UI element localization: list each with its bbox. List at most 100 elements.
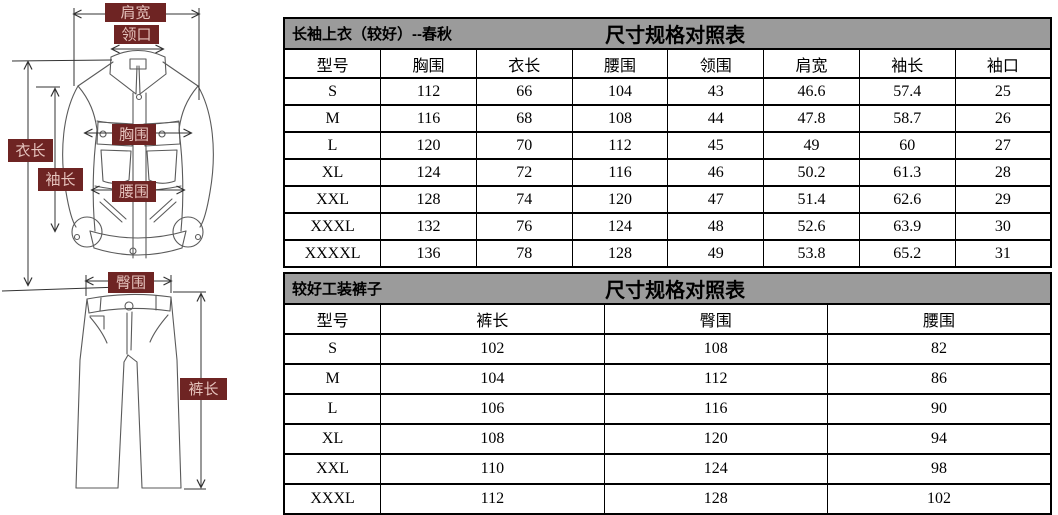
measurement-value-cell: 49 <box>763 131 860 160</box>
measurement-value-cell: 48 <box>667 212 765 241</box>
column-header: 胸围 <box>380 48 477 79</box>
measurement-value-cell: 57.4 <box>858 77 956 106</box>
measurement-value-cell: 70 <box>475 131 573 160</box>
size-model-cell: XL <box>283 423 382 455</box>
measurement-value-cell: 68 <box>475 104 573 133</box>
measurement-value-cell: 78 <box>475 239 573 268</box>
measurement-value-cell: 102 <box>827 483 1052 515</box>
diagram-labels: 肩宽 领口 衣长 袖长 胸围 腰围 臀围 裤长 <box>8 3 227 400</box>
measurement-value-cell: 108 <box>571 104 669 133</box>
size-tables-area: 长袖上衣（较好）--春秋 尺寸规格对照表 型号 胸围 衣长 腰围 领围 肩宽 袖长 袖口 S 11… <box>283 17 1052 515</box>
measurement-arrows <box>1 8 206 490</box>
measurement-value-cell: 44 <box>667 104 765 133</box>
label-jacket-length: 衣长 <box>8 139 53 162</box>
column-header: 腰围 <box>827 303 1052 335</box>
column-header: 袖口 <box>954 48 1052 79</box>
column-header: 型号 <box>283 303 382 335</box>
table-row: M 104 112 86 <box>283 363 1052 395</box>
waist-label: 腰围 <box>119 184 149 201</box>
collar-label: 领口 <box>121 27 151 44</box>
measurement-value-cell: 60 <box>858 131 956 160</box>
measurement-value-cell: 90 <box>827 393 1052 425</box>
measurement-value-cell: 46.6 <box>763 77 860 106</box>
size-model-cell: S <box>283 77 382 106</box>
measurement-value-cell: 124 <box>380 158 477 187</box>
measurement-value-cell: 25 <box>954 77 1052 106</box>
pants-drawing <box>75 293 182 489</box>
pants-table-header-band: 较好工装裤子 尺寸规格对照表 <box>283 272 1052 303</box>
size-model-cell: M <box>283 363 382 395</box>
table-row: XXXXL 136 78 128 49 53.8 65.2 31 <box>283 239 1052 268</box>
measurement-value-cell: 28 <box>954 158 1052 187</box>
jacket-size-table: 型号 胸围 衣长 腰围 领围 肩宽 袖长 袖口 S 112 66 104 43 46.6 57.4 25 M 11… <box>283 48 1052 268</box>
measurement-value-cell: 30 <box>954 212 1052 241</box>
size-model-cell: XXL <box>283 185 382 214</box>
label-waist: 腰围 <box>112 181 156 202</box>
measurement-value-cell: 74 <box>475 185 573 214</box>
size-model-cell: XXL <box>283 453 382 485</box>
measurement-value-cell: 98 <box>827 453 1052 485</box>
measurement-value-cell: 104 <box>380 363 605 395</box>
measurement-value-cell: 62.6 <box>858 185 956 214</box>
measurement-value-cell: 47.8 <box>763 104 860 133</box>
label-sleeve-length: 袖长 <box>38 168 83 191</box>
pants-length-label: 裤长 <box>188 381 218 398</box>
measurement-value-cell: 128 <box>603 483 829 515</box>
column-header: 衣长 <box>475 48 573 79</box>
measurement-value-cell: 136 <box>380 239 477 268</box>
table-row: XXL 110 124 98 <box>283 453 1052 485</box>
header-row: 型号 裤长 臀围 腰围 <box>283 303 1052 335</box>
measurement-value-cell: 94 <box>827 423 1052 455</box>
measurement-value-cell: 58.7 <box>858 104 956 133</box>
measurement-value-cell: 61.3 <box>858 158 956 187</box>
measurement-value-cell: 124 <box>571 212 669 241</box>
measurement-value-cell: 45 <box>667 131 765 160</box>
measurement-value-cell: 128 <box>380 185 477 214</box>
measurement-value-cell: 50.2 <box>763 158 860 187</box>
label-collar: 领口 <box>114 25 159 44</box>
jacket-table-title: 长袖上衣（较好）--春秋 <box>292 26 452 43</box>
measurement-value-cell: 31 <box>954 239 1052 268</box>
measurement-value-cell: 104 <box>571 77 669 106</box>
measurement-value-cell: 47 <box>667 185 765 214</box>
size-model-cell: XXXL <box>283 212 382 241</box>
table-row: XL 108 120 94 <box>283 423 1052 455</box>
measurement-value-cell: 128 <box>571 239 669 268</box>
table-row: M 116 68 108 44 47.8 58.7 26 <box>283 104 1052 133</box>
sleeve-length-label: 袖长 <box>45 172 75 189</box>
table-row: L 106 116 90 <box>283 393 1052 425</box>
size-model-cell: M <box>283 104 382 133</box>
jacket-drawing <box>62 49 214 259</box>
measurement-value-cell: 110 <box>380 453 605 485</box>
measurement-value-cell: 124 <box>603 453 829 485</box>
shoulder-width-label: 肩宽 <box>120 5 150 22</box>
measurement-value-cell: 43 <box>667 77 765 106</box>
measurement-value-cell: 120 <box>380 131 477 160</box>
measurement-value-cell: 26 <box>954 104 1052 133</box>
column-header: 裤长 <box>380 303 605 335</box>
measurement-value-cell: 49 <box>667 239 765 268</box>
measurement-value-cell: 102 <box>380 333 605 365</box>
measurement-value-cell: 112 <box>380 77 477 106</box>
label-shoulder-width: 肩宽 <box>105 3 166 22</box>
table-row: S 112 66 104 43 46.6 57.4 25 <box>283 77 1052 106</box>
label-chest: 胸围 <box>112 124 156 145</box>
measurement-value-cell: 52.6 <box>763 212 860 241</box>
column-header: 臀围 <box>603 303 829 335</box>
pants-size-table: 型号 裤长 臀围 腰围 S 102 108 82 M 104 112 86 L 106 116 90 XL 108… <box>283 303 1052 515</box>
hip-label: 臀围 <box>116 275 146 292</box>
jacket-size-chart-heading: 尺寸规格对照表 <box>605 25 746 47</box>
measurement-value-cell: 65.2 <box>858 239 956 268</box>
measurement-value-cell: 66 <box>475 77 573 106</box>
measurement-value-cell: 82 <box>827 333 1052 365</box>
measurement-value-cell: 120 <box>571 185 669 214</box>
garment-measurement-diagram: 肩宽 领口 衣长 袖长 胸围 腰围 臀围 裤长 <box>0 0 283 506</box>
measurement-value-cell: 108 <box>603 333 829 365</box>
size-model-cell: XXXL <box>283 483 382 515</box>
measurement-value-cell: 72 <box>475 158 573 187</box>
table-row: XXXL 132 76 124 48 52.6 63.9 30 <box>283 212 1052 241</box>
measurement-value-cell: 112 <box>571 131 669 160</box>
measurement-value-cell: 116 <box>571 158 669 187</box>
measurement-value-cell: 86 <box>827 363 1052 395</box>
measurement-value-cell: 120 <box>603 423 829 455</box>
